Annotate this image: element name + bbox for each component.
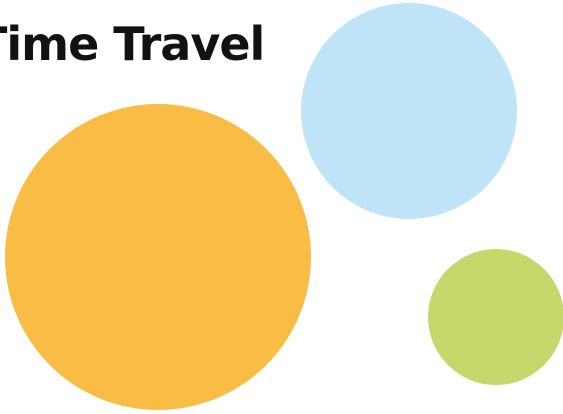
- slide-title: Time Travel: [0, 17, 265, 71]
- orange-circle: [5, 104, 311, 410]
- blue-circle: [301, 3, 517, 219]
- green-circle: [428, 249, 563, 385]
